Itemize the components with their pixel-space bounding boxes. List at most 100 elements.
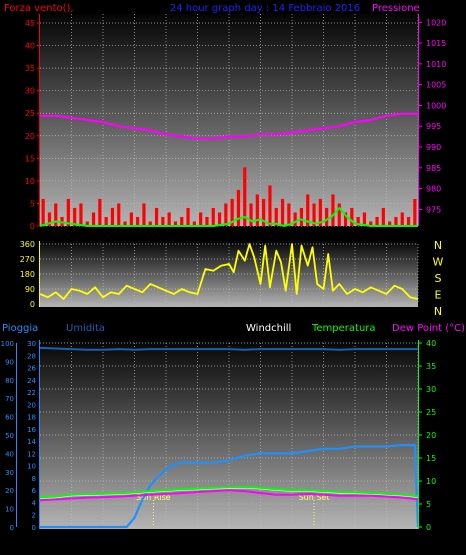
humidity-y-tick: 22: [27, 389, 36, 397]
wind-bar: [79, 203, 83, 226]
humidity-y-tick: 20: [27, 401, 36, 409]
wind-bar: [167, 212, 171, 226]
wind-y-tick: 35: [25, 64, 35, 73]
rain-y-tick: 90: [5, 358, 14, 366]
rain-label: Pioggia: [2, 323, 38, 334]
wind-bar: [98, 198, 102, 226]
x-tick-label: 00: [412, 539, 424, 549]
temp-y-tick: 30: [426, 385, 436, 394]
rain-y-tick: 100: [1, 340, 14, 348]
wind-bar: [274, 207, 278, 226]
pressure-y-tick: 975: [426, 205, 441, 214]
wind-bar: [406, 216, 411, 226]
wind-y-tick: 25: [25, 109, 35, 118]
dewpoint-label: Dew Point (°C): [392, 323, 465, 334]
wind-bar: [186, 207, 190, 226]
windchill-label: Windchill: [246, 323, 291, 334]
wind-bar: [199, 212, 203, 226]
x-tick-label: 06: [129, 231, 141, 241]
wind-bar: [47, 212, 52, 226]
compass-label: E: [435, 289, 442, 302]
pressure-y-tick: 980: [426, 185, 441, 194]
humidity-y-tick: 10: [27, 463, 36, 471]
wind-bar: [280, 198, 285, 226]
x-tick-label: 22: [381, 231, 392, 241]
x-tick-label: 22: [381, 539, 392, 549]
humidity-y-tick: 30: [27, 340, 36, 348]
wind-y-tick: 45: [25, 19, 35, 28]
humidity-y-tick: 26: [27, 365, 36, 373]
x-tick-label: 18: [318, 231, 330, 241]
x-tick-label: 10: [192, 539, 204, 549]
rain-y-tick: 40: [5, 450, 14, 458]
wind-bar: [154, 207, 159, 226]
pressure-label: Pressione: [372, 3, 420, 14]
wind-bar: [350, 207, 354, 226]
humidity-y-tick: 24: [27, 377, 36, 385]
humidity-y-tick: 2: [32, 512, 36, 520]
wind-bar: [337, 203, 341, 226]
compass-label: N: [434, 239, 442, 252]
wind-bar: [375, 216, 379, 226]
x-tick-label: 02: [66, 231, 77, 241]
wind-y-tick: 40: [25, 42, 35, 51]
temp-y-tick: 40: [426, 339, 436, 348]
humidity-y-tick: 14: [27, 438, 36, 446]
wind-bar: [73, 207, 77, 226]
temp-y-tick: 5: [426, 500, 431, 509]
wind-y-tick: 5: [30, 199, 35, 208]
wind-y-tick: 0: [30, 222, 35, 231]
wind-bar: [41, 198, 45, 226]
wind-bar: [268, 185, 272, 226]
pressure-y-tick: 1020: [426, 18, 446, 27]
wind-bar: [173, 221, 178, 226]
x-tick-label: 16: [286, 539, 298, 549]
dewpoint-line: [39, 489, 419, 502]
wind-bar: [180, 216, 184, 226]
x-tick-label: 16: [286, 231, 298, 241]
wind-bar: [356, 216, 360, 226]
wind-bar: [161, 216, 165, 226]
wind-bar: [287, 203, 291, 226]
x-tick-label: 08: [160, 539, 172, 549]
wind-bar: [343, 212, 348, 226]
sun-event-label: Sun Rise: [136, 493, 171, 502]
wind-bar: [85, 221, 89, 226]
x-tick-label: 20: [349, 539, 361, 549]
rain-y-tick: 10: [5, 506, 14, 514]
sun-event-label: Sun Set: [299, 493, 330, 502]
pressure-line: [40, 112, 418, 140]
rain-y-tick: 0: [10, 524, 14, 532]
temp-y-tick: 35: [426, 362, 436, 371]
temp-y-tick: 25: [426, 408, 436, 417]
x-tick-label: 04: [97, 539, 109, 549]
temperature-label: Temperatura: [311, 323, 376, 334]
wind-y-tick: 30: [25, 87, 35, 96]
wind-bar: [117, 203, 121, 226]
wind-bar: [249, 203, 253, 226]
compass-label: W: [433, 256, 444, 269]
humidity-y-tick: 18: [27, 414, 36, 422]
wind-bar: [306, 194, 310, 226]
wind-bar: [236, 189, 241, 226]
wind-bar: [318, 198, 322, 226]
wind-bar: [123, 221, 127, 226]
rain-line: [40, 444, 420, 529]
x-tick-label: 02: [66, 539, 77, 549]
direction-line: [39, 243, 419, 300]
direction-y-tick: 90: [25, 285, 35, 294]
temperature-line: [39, 486, 419, 499]
rain-y-tick: 60: [5, 414, 14, 422]
wind-y-tick: 10: [25, 177, 35, 186]
rain-y-tick: 30: [5, 469, 14, 477]
temperature-plot-area: [40, 340, 418, 529]
pressure-y-tick: 1010: [426, 60, 446, 69]
direction-y-tick: 360: [20, 240, 35, 249]
x-tick-label: 06: [129, 539, 141, 549]
wind-bar: [293, 212, 297, 226]
wind-bar: [331, 194, 335, 226]
